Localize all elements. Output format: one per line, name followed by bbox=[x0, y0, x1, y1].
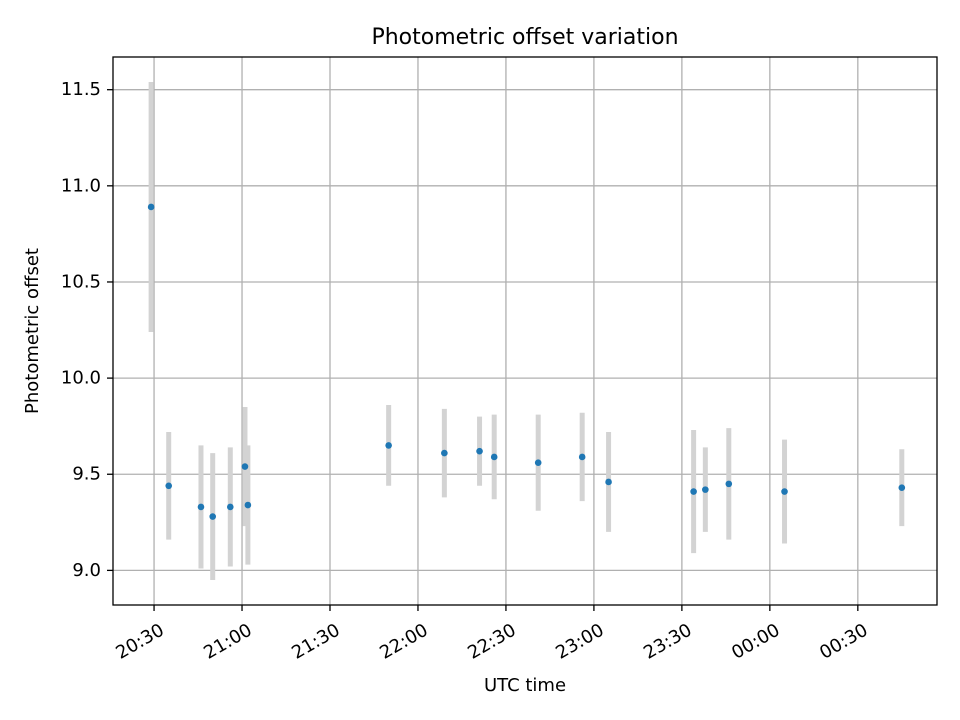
data-point bbox=[605, 478, 612, 486]
data-point bbox=[578, 453, 586, 461]
data-point bbox=[209, 513, 217, 520]
data-point bbox=[476, 447, 483, 455]
data-point bbox=[385, 442, 392, 449]
data-point bbox=[534, 459, 542, 467]
data-point bbox=[241, 463, 249, 470]
data-point bbox=[690, 488, 697, 495]
chart-title: Photometric offset variation bbox=[371, 25, 678, 50]
data-point bbox=[898, 484, 906, 492]
y-tick-label: 11.5 bbox=[61, 79, 101, 100]
data-point bbox=[147, 203, 155, 211]
y-axis-label: Photometric offset bbox=[22, 248, 43, 414]
data-point bbox=[244, 501, 252, 509]
y-tick-label: 9.0 bbox=[72, 560, 101, 581]
data-point bbox=[781, 488, 788, 495]
y-tick-label: 11.0 bbox=[61, 175, 101, 196]
data-point bbox=[441, 449, 448, 457]
data-point bbox=[702, 486, 709, 493]
data-point bbox=[165, 482, 173, 490]
y-tick-label: 10.0 bbox=[61, 368, 101, 389]
data-point bbox=[725, 480, 733, 488]
plot-frame bbox=[112, 56, 938, 606]
y-axis-ticks: 9.0 9.5 10.0 10.5 11.0 11.5 bbox=[61, 79, 113, 581]
y-tick-label: 9.5 bbox=[72, 464, 101, 485]
data-point bbox=[197, 503, 205, 511]
y-tick-label: 10.5 bbox=[61, 271, 101, 292]
data-points bbox=[147, 203, 906, 520]
data-point bbox=[490, 453, 498, 461]
x-axis-label: UTC time bbox=[484, 675, 566, 696]
data-point bbox=[226, 503, 234, 511]
